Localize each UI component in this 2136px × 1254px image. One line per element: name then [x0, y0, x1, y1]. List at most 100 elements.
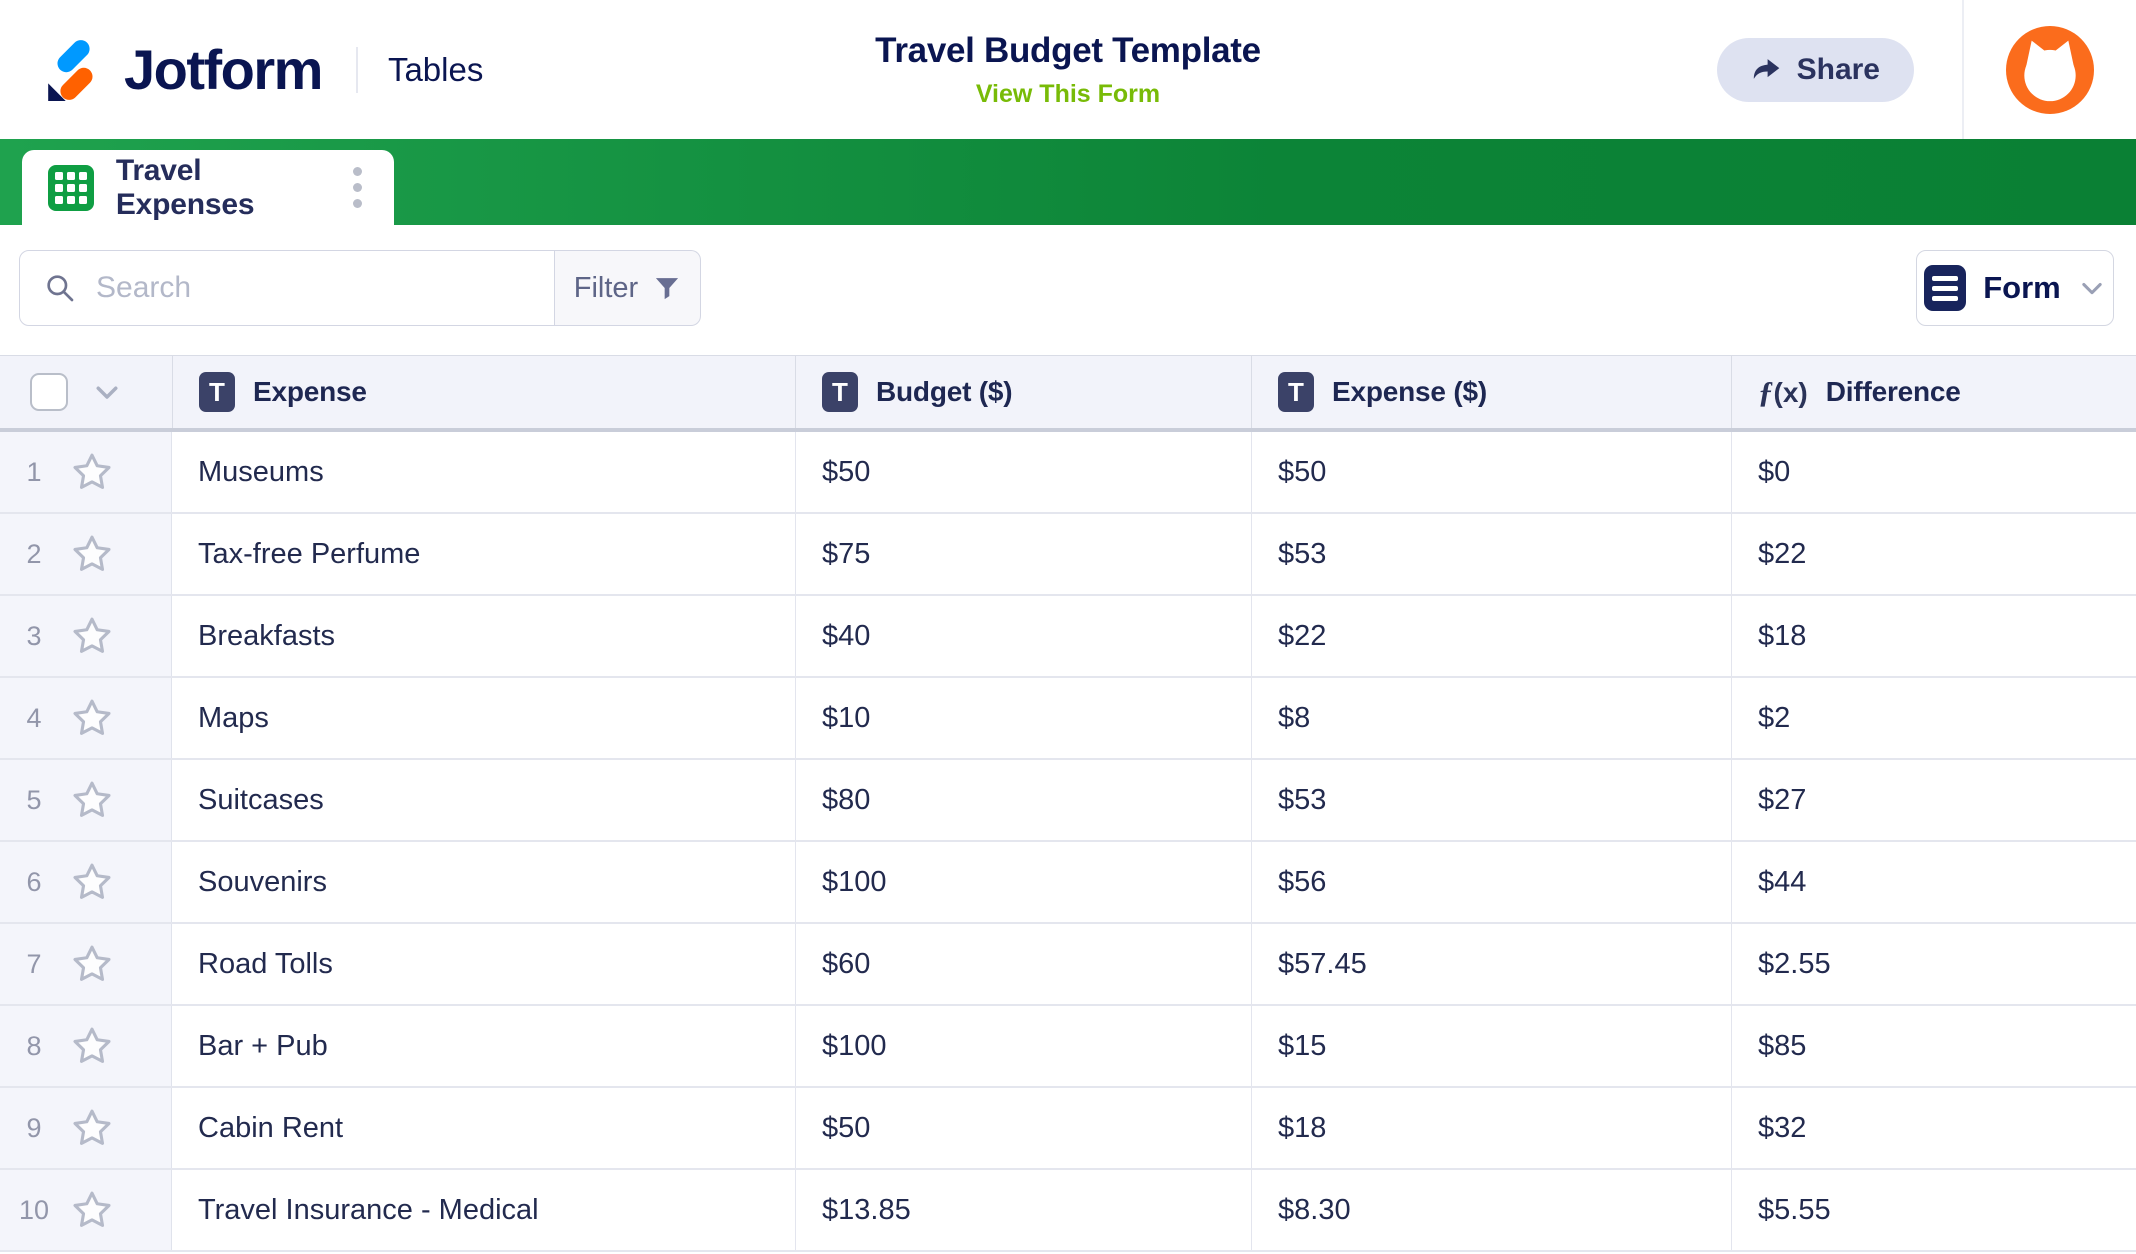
- cell-budget[interactable]: $80: [795, 760, 1251, 840]
- column-header-expense[interactable]: T Expense: [172, 356, 795, 428]
- row-header-cell: 2: [0, 514, 172, 594]
- cell-expense-amount[interactable]: $18: [1251, 1088, 1731, 1168]
- text-field-icon: T: [822, 372, 858, 412]
- row-number: 3: [26, 620, 42, 651]
- cell-expense[interactable]: Cabin Rent: [198, 1111, 344, 1144]
- cell-expense-amount[interactable]: $8: [1251, 678, 1731, 758]
- column-header-budget[interactable]: T Budget ($): [795, 356, 1251, 428]
- table-row: 8 Bar + Pub $100 $15 $85: [0, 1006, 2136, 1088]
- table-row: 7 Road Tolls $60 $57.45 $2.55: [0, 924, 2136, 1006]
- cell-expense[interactable]: Maps: [198, 701, 269, 734]
- row-number: 9: [26, 1112, 42, 1143]
- table-row: 9 Cabin Rent $50 $18 $32: [0, 1088, 2136, 1170]
- cell-expense-amount[interactable]: $57.45: [1251, 924, 1731, 1004]
- row-number: 10: [18, 1194, 50, 1225]
- cell-difference[interactable]: $5.55: [1731, 1170, 2136, 1250]
- cell-expense[interactable]: Travel Insurance - Medical: [198, 1193, 539, 1226]
- cell-expense-amount[interactable]: $56: [1251, 842, 1731, 922]
- toolbar: Filter Form: [0, 225, 2136, 355]
- row-number: 5: [26, 784, 42, 815]
- cell-expense-amount[interactable]: $50: [1251, 432, 1731, 512]
- tab-menu-kebab-icon[interactable]: [347, 161, 368, 214]
- view-this-form-link[interactable]: View This Form: [975, 79, 1161, 108]
- star-icon[interactable]: [70, 860, 114, 904]
- search-input[interactable]: [96, 271, 516, 305]
- row-header-cell: 3: [0, 596, 172, 676]
- cell-budget[interactable]: $40: [795, 596, 1251, 676]
- table-header-row: T Expense T Budget ($) T Expense ($) ƒ(x…: [0, 355, 2136, 432]
- filter-button[interactable]: Filter: [555, 250, 701, 326]
- cell-difference[interactable]: $2.55: [1731, 924, 2136, 1004]
- cell-budget[interactable]: $50: [795, 1088, 1251, 1168]
- cell-expense-amount[interactable]: $22: [1251, 596, 1731, 676]
- cell-expense[interactable]: Road Tolls: [198, 947, 333, 980]
- row-header-cell: 6: [0, 842, 172, 922]
- search-group: Filter: [19, 250, 701, 326]
- row-number: 7: [26, 948, 42, 979]
- cell-budget[interactable]: $100: [795, 1006, 1251, 1086]
- tab-travel-expenses[interactable]: Travel Expenses: [22, 150, 394, 225]
- cell-budget[interactable]: $100: [795, 842, 1251, 922]
- column-header-difference[interactable]: ƒ(x) Difference: [1731, 356, 2136, 428]
- cell-difference[interactable]: $22: [1731, 514, 2136, 594]
- table-row: 6 Souvenirs $100 $56 $44: [0, 842, 2136, 924]
- cell-budget[interactable]: $13.85: [795, 1170, 1251, 1250]
- cell-expense-amount[interactable]: $53: [1251, 514, 1731, 594]
- cell-difference[interactable]: $27: [1731, 760, 2136, 840]
- select-all-checkbox[interactable]: [30, 373, 68, 411]
- cell-expense[interactable]: Souvenirs: [198, 865, 327, 898]
- cell-expense-amount[interactable]: $53: [1251, 760, 1731, 840]
- star-icon[interactable]: [70, 1024, 114, 1068]
- star-icon[interactable]: [70, 1188, 114, 1232]
- avatar[interactable]: [2006, 25, 2094, 114]
- star-icon[interactable]: [70, 942, 114, 986]
- cell-expense-amount[interactable]: $15: [1251, 1006, 1731, 1086]
- data-table: T Expense T Budget ($) T Expense ($) ƒ(x…: [0, 355, 2136, 1252]
- search-icon: [47, 275, 74, 302]
- star-icon[interactable]: [70, 532, 114, 576]
- star-icon[interactable]: [70, 696, 114, 740]
- cell-difference[interactable]: $32: [1731, 1088, 2136, 1168]
- column-header-expense-amount[interactable]: T Expense ($): [1251, 356, 1731, 428]
- table-row: 5 Suitcases $80 $53 $27: [0, 760, 2136, 842]
- row-number: 4: [26, 702, 42, 733]
- header-chevron-down-icon[interactable]: [92, 377, 122, 407]
- cell-difference[interactable]: $0: [1731, 432, 2136, 512]
- row-number: 8: [26, 1030, 42, 1061]
- cell-difference[interactable]: $44: [1731, 842, 2136, 922]
- cell-budget[interactable]: $60: [795, 924, 1251, 1004]
- cell-expense[interactable]: Museums: [198, 455, 324, 488]
- sheet-tab-bar: Travel Expenses: [0, 139, 2136, 225]
- cell-difference[interactable]: $18: [1731, 596, 2136, 676]
- form-view-button[interactable]: Form: [1916, 250, 2114, 326]
- star-icon[interactable]: [70, 450, 114, 494]
- cell-expense[interactable]: Breakfasts: [198, 619, 335, 652]
- cell-expense[interactable]: Bar + Pub: [198, 1029, 328, 1062]
- header-right-zone: Share: [1716, 0, 2136, 139]
- table-row: 2 Tax-free Perfume $75 $53 $22: [0, 514, 2136, 596]
- cell-budget[interactable]: $10: [795, 678, 1251, 758]
- cell-budget[interactable]: $50: [795, 432, 1251, 512]
- row-header-cell: 7: [0, 924, 172, 1004]
- brand[interactable]: Jotform Tables: [0, 37, 483, 103]
- filter-label: Filter: [573, 271, 639, 304]
- brand-wordmark: Jotform: [124, 38, 323, 101]
- cell-budget[interactable]: $75: [795, 514, 1251, 594]
- row-header-cell: 8: [0, 1006, 172, 1086]
- row-header-cell: 1: [0, 432, 172, 512]
- search-box: [19, 250, 555, 326]
- share-label: Share: [1796, 52, 1880, 86]
- row-header-cell: 10: [0, 1170, 172, 1250]
- avatar-zone: [1964, 25, 2136, 114]
- cell-expense-amount[interactable]: $8.30: [1251, 1170, 1731, 1250]
- star-icon[interactable]: [70, 778, 114, 822]
- star-icon[interactable]: [70, 614, 114, 658]
- cell-difference[interactable]: $2: [1731, 678, 2136, 758]
- share-icon: [1753, 58, 1779, 79]
- cell-difference[interactable]: $85: [1731, 1006, 2136, 1086]
- cell-expense[interactable]: Tax-free Perfume: [198, 537, 421, 570]
- table-row: 1 Museums $50 $50 $0: [0, 432, 2136, 514]
- cell-expense[interactable]: Suitcases: [198, 783, 324, 816]
- star-icon[interactable]: [70, 1106, 114, 1150]
- share-button[interactable]: Share: [1716, 37, 1914, 102]
